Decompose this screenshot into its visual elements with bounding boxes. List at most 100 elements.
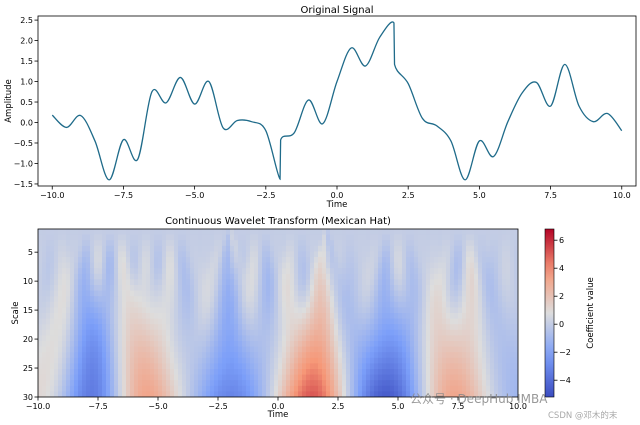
heatmap-cell (130, 318, 135, 325)
heatmap-cell (158, 290, 163, 297)
heatmap-cell (502, 374, 507, 381)
heatmap-cell (210, 251, 215, 258)
heatmap-cell (366, 346, 371, 353)
heatmap-cell (86, 268, 91, 275)
heatmap-cell (90, 290, 95, 297)
heatmap-cell (494, 335, 499, 342)
heatmap-cell (434, 329, 439, 336)
heatmap-cell (350, 380, 355, 387)
heatmap-cell (94, 296, 99, 303)
heatmap-cell (314, 279, 319, 286)
heatmap-cell (450, 245, 455, 252)
heatmap-cell (414, 313, 419, 320)
heatmap-cell (486, 251, 491, 258)
heatmap-cell (378, 290, 383, 297)
heatmap-cell (474, 335, 479, 342)
heatmap-cell (294, 290, 299, 297)
heatmap-cell (158, 313, 163, 320)
heatmap-cell (150, 234, 155, 241)
heatmap-cell (38, 301, 43, 308)
heatmap-cell (294, 341, 299, 348)
heatmap-cell (406, 363, 411, 370)
heatmap-cell (58, 385, 63, 392)
heatmap-cell (478, 369, 483, 376)
heatmap-cell (94, 374, 99, 381)
heatmap-cell (146, 229, 151, 236)
heatmap-cell (362, 262, 367, 269)
heatmap-cell (182, 262, 187, 269)
heatmap-cell (198, 374, 203, 381)
heatmap-cell (234, 341, 239, 348)
heatmap-cell (206, 352, 211, 359)
heatmap-cell (306, 290, 311, 297)
heatmap-cell (474, 341, 479, 348)
heatmap-cell (290, 285, 295, 292)
heatmap-cell (242, 363, 247, 370)
heatmap-cell (78, 369, 83, 376)
heatmap-cell (382, 380, 387, 387)
heatmap-cell (326, 352, 331, 359)
heatmap-cell (290, 357, 295, 364)
heatmap-cell (382, 257, 387, 264)
heatmap-cell (362, 234, 367, 241)
heatmap-cell (162, 335, 167, 342)
heatmap-cell (186, 290, 191, 297)
heatmap-cell (450, 329, 455, 336)
heatmap-cell (450, 357, 455, 364)
heatmap-cell (46, 335, 51, 342)
heatmap-cell (406, 324, 411, 331)
heatmap-cell (394, 290, 399, 297)
heatmap-cell (286, 290, 291, 297)
heatmap-cell (278, 285, 283, 292)
heatmap-cell (246, 279, 251, 286)
heatmap-cell (70, 307, 75, 314)
heatmap-cell (426, 341, 431, 348)
heatmap-cell (190, 341, 195, 348)
heatmap-cell (326, 385, 331, 392)
heatmap-cell (174, 318, 179, 325)
heatmap-cell (386, 245, 391, 252)
heatmap-cell (78, 257, 83, 264)
heatmap-cell (310, 324, 315, 331)
heatmap-cell (282, 346, 287, 353)
heatmap-cell (238, 329, 243, 336)
heatmap-cell (346, 374, 351, 381)
heatmap-cell (502, 290, 507, 297)
heatmap-cell (242, 335, 247, 342)
heatmap-cell (442, 290, 447, 297)
heatmap-cell (426, 251, 431, 258)
heatmap-cell (342, 285, 347, 292)
heatmap-cell (166, 324, 171, 331)
heatmap-cell (350, 313, 355, 320)
heatmap-cell (50, 357, 55, 364)
heatmap-cell (178, 290, 183, 297)
heatmap-cell (210, 346, 215, 353)
heatmap-cell (418, 391, 423, 397)
heatmap-cell (434, 268, 439, 275)
heatmap-cell (98, 346, 103, 353)
heatmap-cell (366, 363, 371, 370)
heatmap-cell (374, 363, 379, 370)
heatmap-cell (502, 363, 507, 370)
heatmap-cell (466, 301, 471, 308)
heatmap-cell (178, 245, 183, 252)
heatmap-cell (94, 341, 99, 348)
heatmap-cell (298, 374, 303, 381)
heatmap-cell (346, 290, 351, 297)
heatmap-cell (166, 341, 171, 348)
heatmap-cell (182, 380, 187, 387)
heatmap-cell (510, 341, 515, 348)
heatmap-cell (70, 357, 75, 364)
heatmap-cell (314, 313, 319, 320)
heatmap-cell (398, 251, 403, 258)
heatmap-cell (342, 352, 347, 359)
heatmap-cell (486, 346, 491, 353)
heatmap-cell (358, 324, 363, 331)
heatmap-cell (194, 285, 199, 292)
heatmap-cell (350, 245, 355, 252)
heatmap-cell (130, 346, 135, 353)
heatmap-cell (318, 296, 323, 303)
heatmap-cell (466, 341, 471, 348)
heatmap-cell (494, 273, 499, 280)
heatmap-cell (106, 285, 111, 292)
